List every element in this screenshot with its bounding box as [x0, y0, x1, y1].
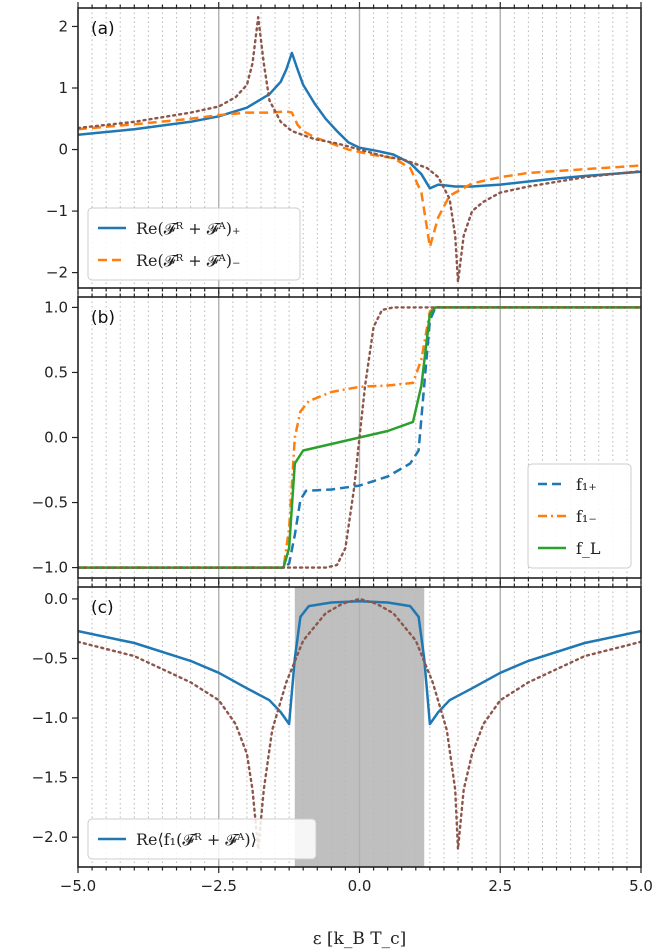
y-tick-label: 2: [58, 17, 68, 35]
series-line-0: [78, 600, 641, 726]
y-tick-label: 1.0: [44, 298, 68, 316]
series-line-1: [78, 110, 641, 249]
y-tick-label: 1: [58, 79, 68, 97]
y-tick-label: 0: [58, 141, 68, 159]
x-tick-label: 0.0: [348, 877, 372, 895]
panel-label: (a): [91, 19, 115, 39]
panel-b: −1.0 −0.5 0.0 0.5 1.0 (b) f₁₊ f₁₋ f_L: [32, 291, 642, 584]
legend-label: f₁₋: [576, 507, 597, 526]
y-tick-label: −1.0: [32, 559, 68, 577]
y-tick-label: 0.0: [44, 429, 68, 447]
y-tick-label: −0.5: [32, 649, 68, 667]
legend: Re(𝓕ᴿ + 𝓕ᴬ)₊ Re(𝓕ᴿ + 𝓕ᴬ)₋: [87, 207, 301, 281]
y-tick-label: −2.0: [32, 828, 68, 846]
series-line-1: [78, 597, 641, 851]
y-tick-label: 0.5: [44, 363, 68, 381]
y-tick-label: −1.0: [32, 709, 68, 727]
legend-box: [87, 207, 301, 281]
legend-label: Re⟨f₁(𝓕ᴿ + 𝓕ᴬ)⟩: [136, 830, 257, 849]
legend: Re⟨f₁(𝓕ᴿ + 𝓕ᴬ)⟩: [87, 818, 317, 860]
panel-a: −2 −1 0 1 2 (a) Re(𝓕ᴿ + 𝓕ᴬ)₊ Re(𝓕ᴿ + 𝓕ᴬ)₋: [46, 2, 642, 294]
legend-box: [527, 463, 632, 569]
x-axis-label: ε [k_B T_c]: [313, 929, 407, 949]
x-tick-label: −2.5: [201, 877, 237, 895]
x-tick-label: 5.0: [629, 877, 653, 895]
y-tick-label: −1.5: [32, 769, 68, 787]
series-line-0: [78, 51, 641, 190]
legend-label: Re(𝓕ᴿ + 𝓕ᴬ)₋: [136, 251, 241, 270]
y-tick-label: −0.5: [32, 494, 68, 512]
panel-label: (b): [91, 308, 115, 328]
x-tick-label: −5.0: [60, 877, 96, 895]
y-tick-label: −1: [46, 202, 68, 220]
series-line-3: [78, 306, 641, 569]
x-tick-label: 2.5: [488, 877, 512, 895]
y-tick-label: −2: [46, 264, 68, 282]
series-line-1: [78, 306, 641, 569]
panel-c: 0.0 −0.5 −1.0 −1.5 −2.0 −5.0 −2.5 0.0 2.5 5.0 (c) R…: [32, 581, 653, 949]
legend-box: [87, 818, 317, 860]
legend-label: f_L: [576, 539, 601, 558]
series-line-0: [78, 306, 641, 569]
y-tick-label: 0.0: [44, 590, 68, 608]
legend-label: Re(𝓕ᴿ + 𝓕ᴬ)₊: [136, 219, 241, 238]
panel-label: (c): [91, 598, 114, 618]
legend-label: f₁₊: [576, 475, 597, 494]
series-line-2: [78, 16, 641, 283]
legend: f₁₊ f₁₋ f_L: [527, 463, 632, 569]
